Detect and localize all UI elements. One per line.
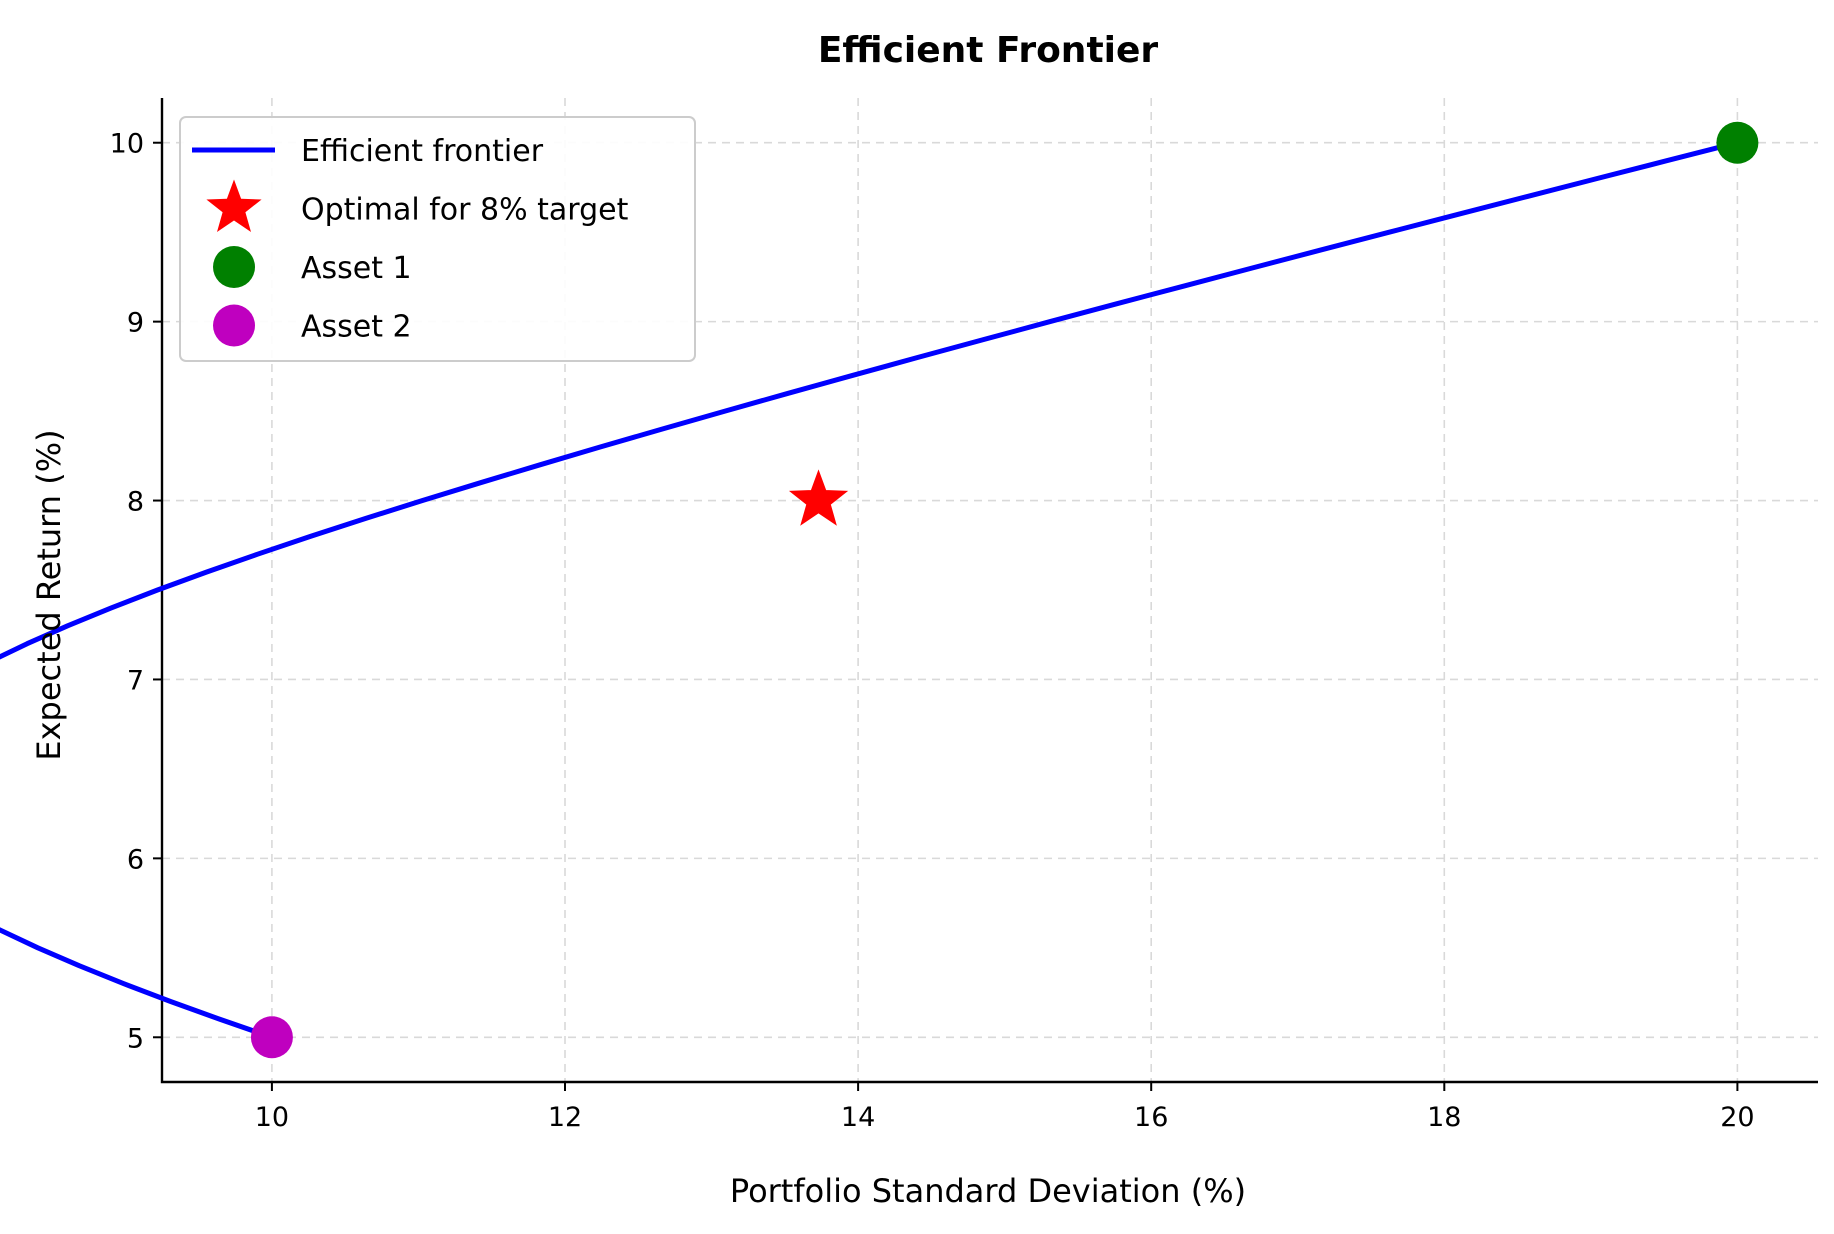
legend-label-0: Efficient frontier	[301, 134, 544, 169]
axes	[160, 98, 1818, 1084]
legend: Efficient frontier Optimal for 8% target A…	[179, 116, 696, 362]
y-tick-label-7: 7	[127, 665, 144, 696]
frontier-line	[0, 140, 1739, 1040]
legend-box	[179, 116, 696, 362]
axis-spines	[160, 98, 1818, 1084]
x-tick-label-20: 20	[1720, 1102, 1754, 1133]
legend-label-2: Asset 1	[301, 251, 412, 286]
optimal-portfolio-star	[788, 469, 849, 526]
legend-label-1: Optimal for 8% target	[301, 193, 629, 228]
legend-circle-swatch-2	[213, 246, 255, 288]
x-tick-label-10: 10	[255, 1102, 289, 1133]
y-axis-label: Expected Return (%)	[30, 429, 68, 760]
legend-star-swatch	[206, 179, 262, 232]
legend-circle-swatch-3	[213, 304, 255, 347]
y-tick-label-8: 8	[127, 487, 144, 518]
plot-area	[0, 121, 1759, 1059]
y-tick-label-5: 5	[127, 1023, 144, 1054]
legend-label-3: Asset 2	[301, 310, 412, 345]
y-tick-label-10: 10	[110, 129, 144, 160]
asset-1-marker	[1716, 121, 1759, 164]
x-tick-label-12: 12	[548, 1102, 582, 1133]
x-axis-label: Portfolio Standard Deviation (%)	[730, 1172, 1246, 1210]
x-tick-label-14: 14	[841, 1102, 875, 1133]
asset-2-marker	[250, 1016, 293, 1059]
grid	[162, 98, 1818, 1082]
y-tick-label-6: 6	[127, 844, 144, 875]
x-tick-label-18: 18	[1427, 1102, 1461, 1133]
y-tick-label-9: 9	[127, 308, 144, 339]
tick-labels: 10 12 14 16 18 20 5 6 7 8 9 10	[110, 129, 1755, 1133]
chart-title: Efficient Frontier	[818, 30, 1159, 71]
x-tick-label-16: 16	[1134, 1102, 1168, 1133]
